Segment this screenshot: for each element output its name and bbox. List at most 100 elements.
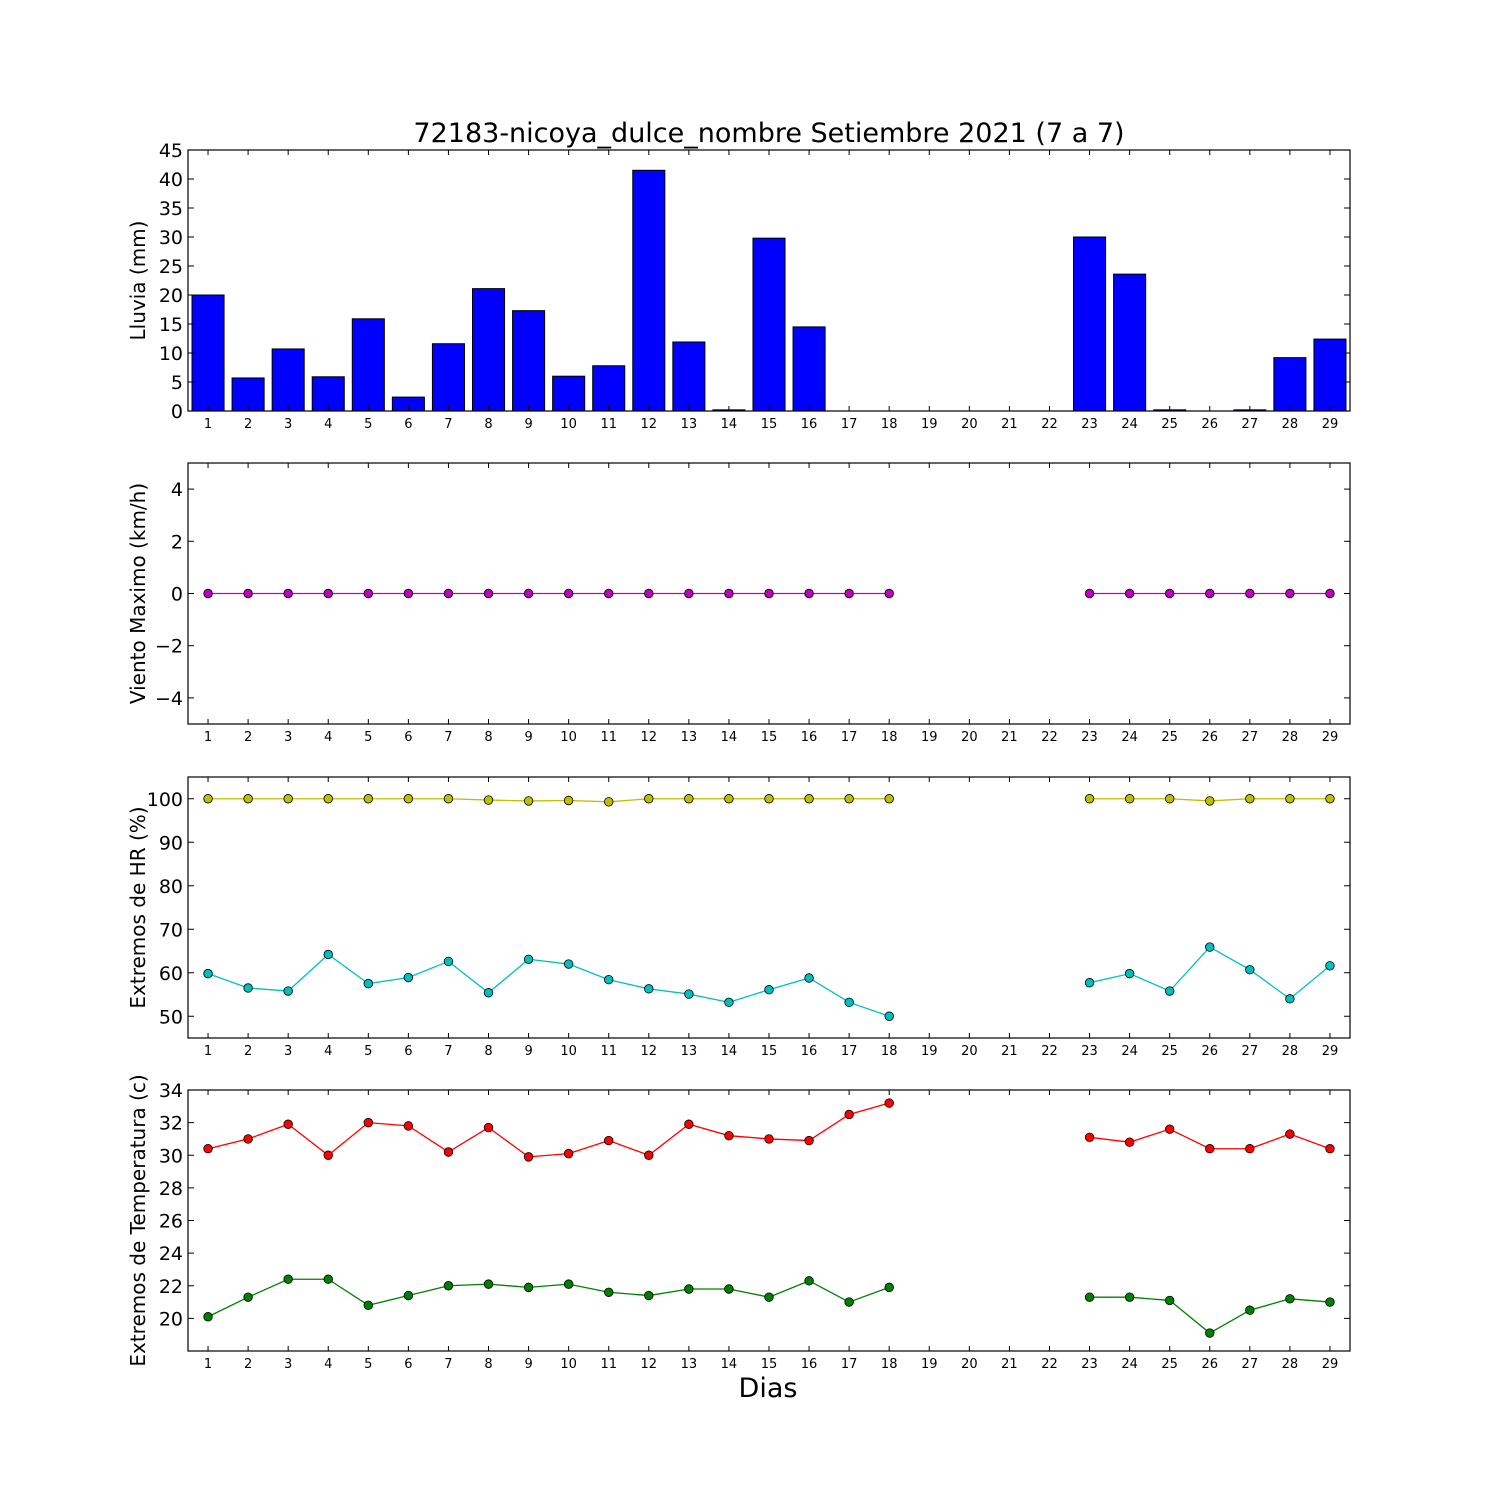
series-1-point-day-28 — [1285, 588, 1295, 599]
x-tick-label: 19 — [921, 730, 938, 745]
series-2-point-day-8 — [483, 988, 494, 998]
series-1-point-day-18 — [884, 1098, 894, 1108]
series-2-point-day-18 — [884, 1282, 894, 1293]
series-1-point-day-4 — [323, 1150, 333, 1160]
x-tick-label: 1 — [204, 1044, 212, 1059]
x-tick-label: 22 — [1041, 417, 1058, 432]
series-1-point-day-6 — [403, 794, 414, 804]
y-axis-label: Viento Maximo (km/h) — [126, 483, 150, 704]
x-tick-label: 10 — [560, 1357, 577, 1372]
bar-day-1 — [191, 294, 225, 412]
x-tick-label: 7 — [444, 417, 452, 432]
x-tick-label: 8 — [484, 417, 492, 432]
x-tick-label: 13 — [681, 1357, 698, 1372]
series-2-point-day-26 — [1205, 1328, 1215, 1338]
series-2-line-2 — [1089, 1296, 1331, 1334]
bar-day-10 — [552, 375, 586, 412]
x-tick-label: 3 — [284, 417, 292, 432]
series-2-point-day-12 — [644, 984, 654, 994]
series-1-point-day-3 — [283, 1119, 293, 1129]
x-tick-label: 26 — [1201, 1044, 1218, 1059]
series-2-point-day-5 — [363, 1300, 374, 1311]
x-tick-label: 29 — [1322, 730, 1339, 745]
x-tick-label: 29 — [1322, 417, 1339, 432]
x-tick-label: 25 — [1161, 730, 1178, 745]
x-tick-label: 21 — [1001, 1044, 1018, 1059]
series-1-point-day-12 — [644, 588, 654, 599]
panels: 1 2 3 4 5 6 7 8 9 10 11 12 13 14 15 16 17 18 19 20 21 22 23 24 2… — [126, 140, 1351, 1372]
x-tick-label: 4 — [324, 1357, 332, 1372]
axes-frame — [187, 1089, 1351, 1352]
series-1-point-day-4 — [323, 794, 333, 804]
series-2-point-day-7 — [443, 956, 454, 967]
x-tick-label: 23 — [1081, 1044, 1098, 1059]
x-tick-label: 21 — [1001, 730, 1018, 745]
series-2-point-day-24 — [1124, 1292, 1135, 1302]
x-tick-label: 28 — [1282, 417, 1299, 432]
bar-day-24 — [1113, 273, 1147, 412]
x-tick-label: 15 — [761, 730, 778, 745]
series-1-point-day-24 — [1124, 1137, 1135, 1147]
series-2-point-day-12 — [644, 1290, 654, 1301]
x-tick-label: 12 — [641, 730, 658, 745]
series-2-point-day-10 — [563, 959, 574, 969]
series-1-point-day-15 — [764, 1134, 774, 1144]
series-1-point-day-1 — [203, 1144, 213, 1154]
bar-day-15 — [752, 237, 786, 412]
y-tick-label: 24 — [159, 1243, 183, 1265]
x-tick-label: 27 — [1242, 1044, 1259, 1059]
series-2-point-day-13 — [684, 1284, 694, 1294]
x-tick-label: 18 — [881, 1044, 898, 1059]
series-1-point-day-10 — [563, 588, 574, 599]
x-tick-label: 13 — [681, 417, 698, 432]
x-tick-label: 25 — [1161, 1044, 1178, 1059]
y-axis-label: Lluvia (mm) — [126, 221, 150, 341]
series-2-point-day-16 — [804, 973, 814, 983]
series-1-point-day-28 — [1285, 1129, 1295, 1139]
series-1-point-day-1 — [203, 588, 213, 599]
series-1-point-day-14 — [724, 1130, 734, 1141]
x-tick-label: 11 — [600, 417, 617, 432]
x-tick-label: 11 — [600, 730, 617, 745]
series-1-point-day-27 — [1245, 1144, 1255, 1154]
series-2-point-day-3 — [283, 986, 293, 996]
y-tick-label: 4 — [171, 479, 183, 501]
y-tick-label: 5 — [171, 372, 183, 394]
series-2-point-day-28 — [1285, 994, 1295, 1004]
x-tick-label: 6 — [404, 730, 412, 745]
y-tick-label: −2 — [155, 636, 183, 658]
bar-day-11 — [592, 365, 626, 412]
x-tick-label: 8 — [484, 730, 492, 745]
series-1-point-day-29 — [1325, 1144, 1335, 1154]
series-1-point-day-9 — [523, 588, 534, 599]
series-1-point-day-26 — [1205, 1144, 1215, 1154]
series-1-point-day-25 — [1164, 1124, 1175, 1134]
x-tick-label: 22 — [1041, 730, 1058, 745]
x-tick-label: 2 — [244, 730, 252, 745]
series-1-line-1 — [208, 798, 890, 803]
x-tick-label: 12 — [641, 1357, 658, 1372]
series-1-point-day-15 — [764, 794, 774, 804]
series-1-point-day-14 — [724, 588, 734, 599]
series-1-point-day-8 — [483, 795, 494, 805]
x-tick-label: 17 — [841, 1357, 858, 1372]
x-tick-label: 12 — [641, 417, 658, 432]
y-tick-label: 22 — [159, 1276, 183, 1298]
x-tick-label: 18 — [881, 417, 898, 432]
y-axis-label: Extremos de Temperatura (c) — [126, 1074, 150, 1366]
y-tick-label: 100 — [147, 789, 183, 811]
x-tick-label: 14 — [721, 417, 738, 432]
x-tick-label: 14 — [721, 730, 738, 745]
series-2-point-day-29 — [1325, 961, 1335, 971]
series-2-point-day-8 — [483, 1279, 494, 1289]
series-2-point-day-18 — [884, 1011, 894, 1021]
x-tick-label: 19 — [921, 417, 938, 432]
x-tick-label: 22 — [1041, 1044, 1058, 1059]
x-tick-label: 1 — [204, 1357, 212, 1372]
x-tick-label: 21 — [1001, 417, 1018, 432]
x-tick-label: 18 — [881, 1357, 898, 1372]
series-1-point-day-16 — [804, 588, 814, 599]
x-tick-label: 13 — [681, 1044, 698, 1059]
y-tick-label: 20 — [159, 285, 183, 307]
y-tick-label: 80 — [159, 876, 183, 898]
